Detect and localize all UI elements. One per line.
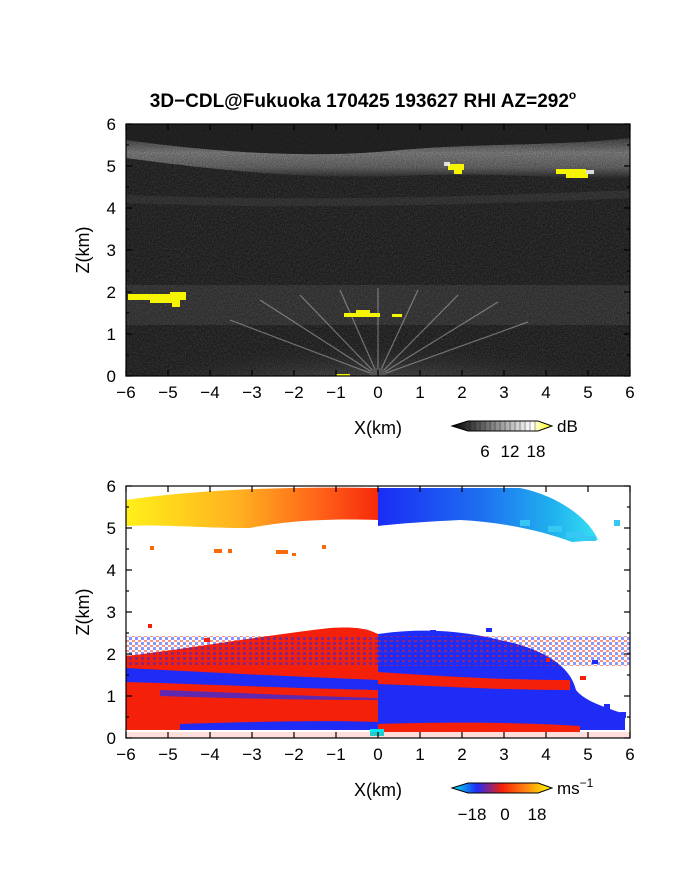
colorbar-tick-12: 12: [501, 442, 520, 461]
velocity-ylabel: Z(km): [73, 589, 93, 636]
title-degree: o: [569, 88, 576, 102]
colorbar-unit-ms: ms−1: [557, 776, 594, 798]
reflectivity-colorbar: dB 6 12 18: [450, 417, 578, 461]
x-tick-label: 0: [373, 383, 382, 402]
y-tick-label: 2: [107, 645, 116, 664]
x-tick-label: 2: [457, 745, 466, 764]
velocity-colorbar: ms−1 −18 0 18: [450, 776, 594, 824]
strong-echo-patches: [128, 164, 588, 317]
x-tick-label: 6: [625, 383, 634, 402]
y-tick-label: 6: [107, 477, 116, 496]
x-tick-label: 5: [583, 383, 592, 402]
x-tick-label: −2: [284, 383, 303, 402]
y-tick-label: 0: [107, 729, 116, 748]
x-tick-label: −1: [326, 745, 345, 764]
x-tick-label: 1: [415, 383, 424, 402]
colorbar-tick-plus18: 18: [528, 805, 547, 824]
colorbar-unit-db: dB: [557, 417, 578, 436]
x-tick-label: 4: [541, 383, 550, 402]
reflectivity-field: [126, 124, 630, 376]
y-tick-label: 2: [107, 283, 116, 302]
x-tick-label: −6: [116, 383, 135, 402]
x-tick-label: 5: [583, 745, 592, 764]
x-tick-label: 4: [541, 745, 550, 764]
x-tick-label: −4: [200, 745, 219, 764]
velocity-field: [126, 486, 630, 738]
colorbar-unit-exponent: −1: [580, 776, 594, 790]
velocity-xtick-labels: −6 −5 −4 −3 −2 −1 0 1 2 3 4 5 6: [116, 745, 634, 764]
y-tick-label: 1: [107, 687, 116, 706]
x-tick-label: −5: [158, 745, 177, 764]
x-tick-label: −4: [200, 383, 219, 402]
velocity-ytick-labels: 0 1 2 3 4 5 6: [107, 477, 116, 748]
velocity-ticks: [125, 485, 631, 739]
x-tick-label: 6: [625, 745, 634, 764]
y-tick-label: 4: [107, 561, 116, 580]
y-tick-label: 5: [107, 519, 116, 538]
y-tick-label: 6: [107, 115, 116, 134]
x-tick-label: 3: [499, 745, 508, 764]
velocity-xlabel: X(km): [354, 780, 402, 800]
y-tick-label: 1: [107, 325, 116, 344]
y-tick-label: 4: [107, 199, 116, 218]
reflectivity-ticks: [125, 123, 631, 377]
colorbar-tick-0: 0: [500, 805, 509, 824]
x-tick-label: −2: [284, 745, 303, 764]
reflectivity-xlabel: X(km): [354, 418, 402, 438]
x-tick-label: −6: [116, 745, 135, 764]
colorbar-tick-18: 18: [527, 442, 546, 461]
x-tick-label: 0: [373, 745, 382, 764]
y-tick-label: 3: [107, 603, 116, 622]
colorbar-tick-minus18: −18: [458, 805, 487, 824]
x-tick-label: −3: [242, 383, 261, 402]
x-tick-label: 1: [415, 745, 424, 764]
reflectivity-ytick-labels: 0 1 2 3 4 5 6: [107, 115, 116, 386]
x-tick-label: 3: [499, 383, 508, 402]
x-tick-label: −3: [242, 745, 261, 764]
x-tick-label: −5: [158, 383, 177, 402]
x-tick-label: −1: [326, 383, 345, 402]
y-tick-label: 3: [107, 241, 116, 260]
reflectivity-xtick-labels: −6 −5 −4 −3 −2 −1 0 1 2 3 4 5 6: [116, 383, 634, 402]
y-tick-label: 0: [107, 367, 116, 386]
reflectivity-ylabel: Z(km): [73, 227, 93, 274]
x-tick-label: 2: [457, 383, 466, 402]
y-tick-label: 5: [107, 157, 116, 176]
chart-title: 3D−CDL@Fukuoka 170425 193627 RHI AZ=292o: [150, 88, 577, 112]
colorbar-tick-6: 6: [480, 442, 489, 461]
